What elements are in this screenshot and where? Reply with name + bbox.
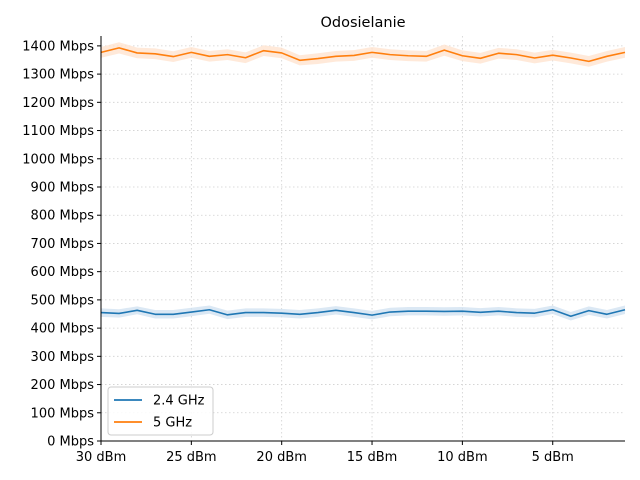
legend-box xyxy=(107,386,214,436)
y-tick-label: 100 Mbps xyxy=(31,406,95,421)
y-tick-label: 1400 Mbps xyxy=(22,39,94,54)
y-tick-label: 1300 Mbps xyxy=(22,68,94,83)
x-tick-label: 25 dBm xyxy=(166,450,217,465)
axes: 0 Mbps 100 Mbps 200 Mbps 300 Mbps 400 Mbps 50… xyxy=(22,36,625,465)
series-line-1 xyxy=(100,47,626,63)
y-tick-label: 500 Mbps xyxy=(31,293,95,308)
y-tick-label: 700 Mbps xyxy=(31,237,95,252)
legend-label: 5 GHz xyxy=(153,416,192,431)
y-tick-label: 1000 Mbps xyxy=(22,152,94,167)
y-tick-label: 200 Mbps xyxy=(31,378,95,393)
y-tick-label: 0 Mbps xyxy=(47,435,94,450)
x-tick-label: 10 dBm xyxy=(437,450,488,465)
grid xyxy=(100,36,625,442)
chart-title: Odosielanie xyxy=(320,15,405,31)
y-tick-label: 400 Mbps xyxy=(31,322,95,337)
legend-label: 2.4 GHz xyxy=(153,394,205,409)
x-tick-label: 5 dBm xyxy=(532,450,574,465)
legend: 2.4 GHz 5 GHz xyxy=(107,386,214,436)
x-tick-label: 15 dBm xyxy=(347,450,398,465)
y-tick-label: 800 Mbps xyxy=(31,209,95,224)
series-band-0 xyxy=(101,305,625,321)
y-tick-label: 600 Mbps xyxy=(31,265,95,280)
y-tick-label: 900 Mbps xyxy=(31,180,95,195)
y-tick-label: 300 Mbps xyxy=(31,350,95,365)
confidence-bands xyxy=(101,42,625,321)
y-tick-label: 1200 Mbps xyxy=(22,96,94,111)
series-line-0 xyxy=(100,308,626,318)
y-tick-label: 1100 Mbps xyxy=(22,124,94,139)
series-lines xyxy=(100,47,626,318)
x-tick-label: 30 dBm xyxy=(76,450,127,465)
x-tick-label: 20 dBm xyxy=(256,450,307,465)
